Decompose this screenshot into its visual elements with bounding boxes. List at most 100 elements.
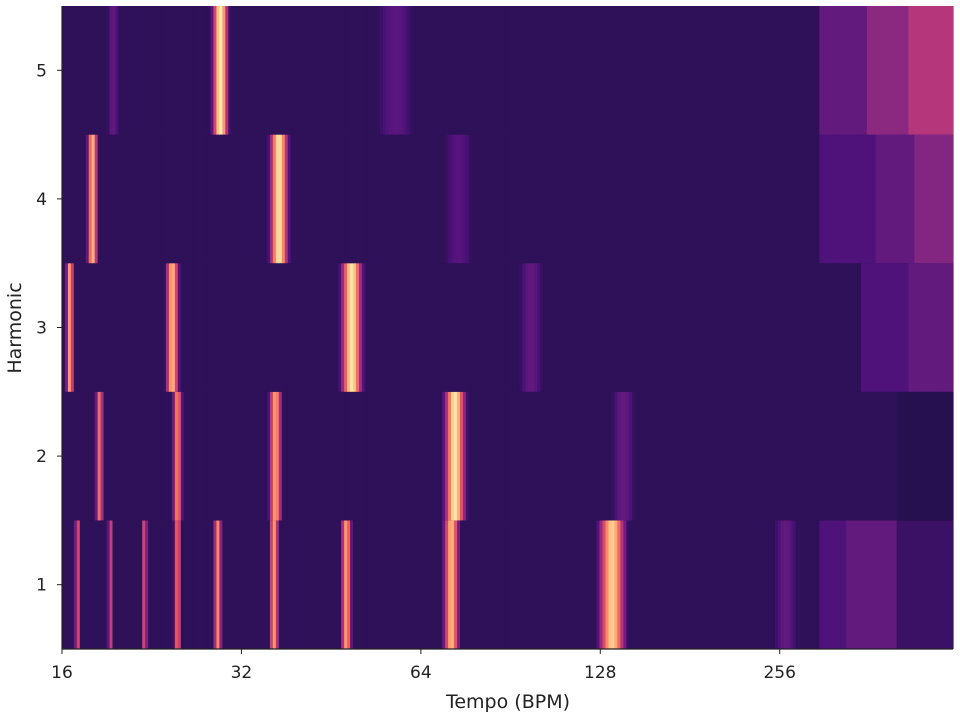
heatmap-cell: [263, 6, 268, 135]
heatmap-cell: [109, 520, 114, 649]
heatmap-cell: [465, 391, 470, 521]
heatmap-cell: [798, 520, 803, 649]
heatmap-cell: [269, 391, 274, 521]
heatmap-cell: [899, 263, 904, 392]
heatmap-cell: [127, 263, 131, 392]
heatmap-cell: [210, 391, 215, 521]
heatmap-cell: [302, 263, 307, 392]
heatmap-cell: [124, 6, 128, 135]
heatmap-cell: [213, 263, 218, 392]
heatmap-cell: [700, 6, 705, 135]
heatmap-cell: [878, 263, 883, 392]
heatmap-cell: [525, 6, 529, 135]
heatmap-cell: [575, 6, 580, 135]
heatmap-cell: [421, 6, 425, 135]
heatmap-cell: [593, 263, 598, 392]
heatmap-cell: [828, 134, 832, 264]
heatmap-cell: [718, 263, 722, 392]
heatmap-cell: [62, 6, 66, 135]
heatmap-cell: [926, 263, 930, 392]
heatmap-cell: [162, 263, 167, 392]
heatmap-cell: [531, 6, 535, 135]
heatmap-cell: [501, 134, 506, 264]
heatmap-cell: [935, 391, 939, 521]
heatmap-cell: [501, 263, 506, 392]
heatmap-cell: [160, 134, 164, 264]
heatmap-cell: [498, 263, 503, 392]
heatmap-cell: [694, 6, 699, 135]
heatmap-cell: [427, 520, 431, 649]
heatmap-cell: [650, 6, 654, 135]
heatmap-cell: [748, 391, 752, 521]
heatmap-cell: [148, 263, 152, 392]
heatmap-cell: [216, 391, 221, 521]
heatmap-cell: [944, 263, 948, 392]
heatmap-cell: [697, 6, 702, 135]
heatmap-cell: [451, 263, 455, 392]
heatmap-cell: [388, 263, 393, 392]
heatmap-cell: [275, 6, 280, 135]
heatmap-cell: [364, 134, 369, 264]
heatmap-cell: [840, 263, 844, 392]
heatmap-cell: [281, 134, 286, 264]
heatmap-cell: [777, 391, 782, 521]
heatmap-cell: [112, 6, 117, 135]
heatmap-cell: [632, 520, 636, 649]
heatmap-cell: [629, 134, 633, 264]
heatmap-cell: [94, 520, 99, 649]
heatmap-cell: [302, 520, 307, 649]
heatmap-cell: [860, 6, 865, 135]
heatmap-cell: [700, 520, 705, 649]
heatmap-cell: [688, 520, 693, 649]
heatmap-cell: [872, 263, 877, 392]
heatmap-cell: [584, 134, 589, 264]
heatmap-cell: [305, 391, 310, 521]
heatmap-cell: [338, 6, 342, 135]
heatmap-cell: [920, 391, 924, 521]
heatmap-cell: [944, 6, 948, 135]
heatmap-cell: [563, 6, 568, 135]
heatmap-cell: [430, 134, 434, 264]
heatmap-cell: [260, 520, 265, 649]
heatmap-cell: [837, 6, 841, 135]
heatmap-cell: [278, 134, 283, 264]
heatmap-cell: [142, 520, 146, 649]
heatmap-cell: [359, 263, 363, 392]
heatmap-cell: [489, 263, 494, 392]
heatmap-cell: [950, 134, 954, 264]
heatmap-cell: [445, 134, 449, 264]
heatmap-cell: [284, 263, 289, 392]
heatmap-cell: [626, 263, 630, 392]
heatmap-cell: [828, 520, 832, 649]
heatmap-cell: [430, 391, 434, 521]
heatmap-cell: [516, 391, 520, 521]
heatmap-cell: [379, 520, 384, 649]
heatmap-cell: [578, 520, 583, 649]
heatmap-cell: [133, 520, 137, 649]
heatmap-cell: [335, 134, 339, 264]
heatmap-cell: [385, 520, 390, 649]
heatmap-cell: [804, 391, 809, 521]
heatmap-cell: [852, 520, 856, 649]
heatmap-cell: [890, 391, 895, 521]
heatmap-cell: [697, 520, 702, 649]
heatmap-cell: [611, 520, 616, 649]
heatmap-cell: [338, 391, 342, 521]
heatmap-cell: [344, 6, 348, 135]
heatmap-cell: [219, 6, 223, 135]
heatmap-cell: [154, 391, 158, 521]
heatmap-cell: [629, 391, 633, 521]
heatmap-cell: [754, 6, 758, 135]
heatmap-cell: [260, 263, 265, 392]
heatmap-cell: [480, 6, 485, 135]
heatmap-cell: [130, 391, 134, 521]
heatmap-cell: [67, 520, 72, 649]
heatmap-cell: [774, 6, 779, 135]
heatmap-cell: [673, 520, 678, 649]
heatmap-cell: [923, 134, 927, 264]
heatmap-cell: [872, 134, 877, 264]
heatmap-cell: [457, 263, 461, 392]
heatmap-cell: [519, 391, 523, 521]
heatmap-cell: [911, 391, 915, 521]
heatmap-cell: [359, 6, 363, 135]
